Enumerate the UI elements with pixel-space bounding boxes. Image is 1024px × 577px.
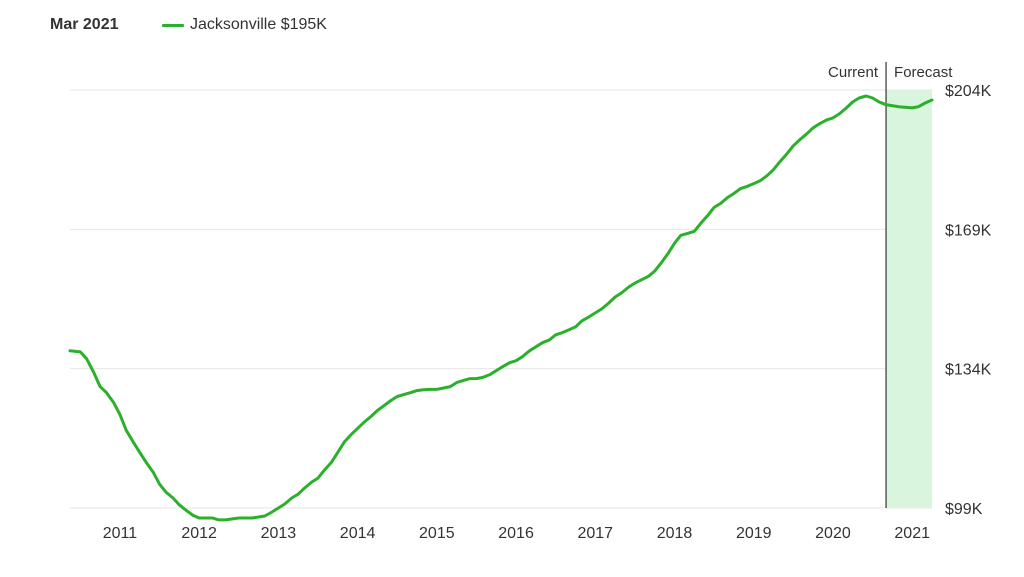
x-tick-label-10: 2021: [894, 525, 930, 542]
x-tick-label-6: 2017: [577, 525, 613, 542]
x-tick-label-8: 2019: [736, 525, 772, 542]
x-tick-label-4: 2015: [419, 525, 455, 542]
x-tick-label-3: 2014: [340, 525, 376, 542]
forecast-label: Forecast: [894, 64, 953, 81]
x-tick-label-9: 2020: [815, 525, 851, 542]
current-label: Current: [828, 64, 879, 81]
x-tick-label-1: 2012: [181, 525, 217, 542]
series-line-0: [68, 94, 934, 522]
x-tick-label-0: 2011: [103, 525, 138, 542]
grid-lines: [70, 89, 932, 509]
x-tick-label-7: 2018: [657, 525, 693, 542]
legend-series-label: Jacksonville $195K: [190, 16, 327, 33]
y-tick-label-1: $169K: [945, 222, 992, 239]
x-axis-tick-labels: 2011 2012 2013 2014 2015 2016 2017 2018 2019 2020…: [103, 525, 930, 542]
legend-item: Jacksonville $195K: [162, 16, 327, 34]
y-axis-tick-labels: $204K $169K $134K $99K: [945, 83, 992, 518]
y-tick-label-2: $134K: [945, 362, 992, 379]
series-layer: [68, 94, 934, 522]
legend-swatch-line: [162, 23, 184, 27]
x-tick-label-5: 2016: [498, 525, 534, 542]
x-tick-label-2: 2013: [261, 525, 297, 542]
y-tick-label-3: $99K: [945, 501, 983, 518]
legend-date: Mar 2021: [50, 16, 119, 33]
y-tick-label-0: $204K: [945, 83, 992, 100]
forecast-band: [886, 90, 932, 508]
